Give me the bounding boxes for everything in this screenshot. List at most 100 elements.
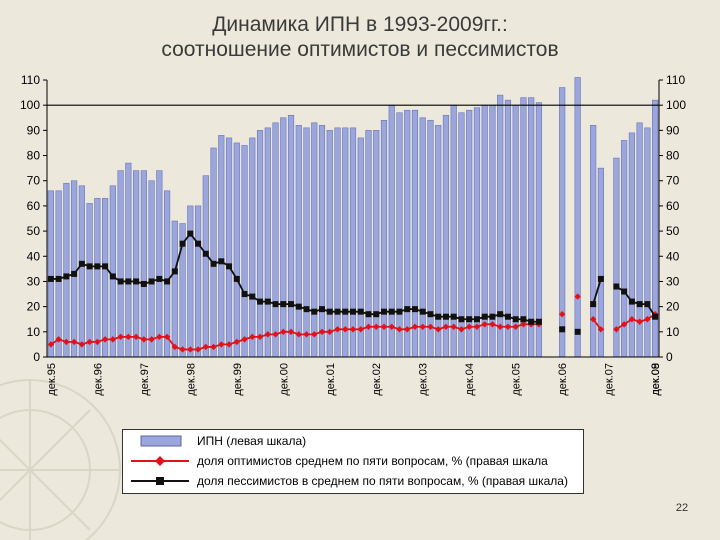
ipn-bar (47, 190, 54, 358)
optimists-point (311, 331, 318, 338)
pessimists-point (466, 316, 473, 323)
optimists-point (489, 321, 496, 328)
optimists-point (249, 333, 256, 341)
legend-label-ipn: ИПН (левая шкала) (197, 434, 307, 448)
ipn-bar (86, 203, 93, 358)
optimists-point (171, 343, 179, 351)
optimists-point (466, 323, 473, 330)
ipn-bar (311, 122, 318, 358)
ipn-bar (272, 122, 279, 358)
pessimists-point (334, 308, 341, 315)
pessimists-point (241, 291, 248, 298)
pessimists-point (226, 263, 233, 270)
legend-black-line-swatch (131, 477, 189, 485)
x-tick-label: дек.95 (46, 363, 58, 396)
ipn-bar (249, 137, 256, 358)
pessimists-point (102, 263, 109, 270)
ipn-bar (94, 198, 101, 358)
pessimists-point (574, 328, 581, 335)
pessimists-point (94, 263, 101, 270)
optimists-point (264, 331, 271, 338)
x-tick-label: дек.03 (418, 363, 430, 396)
legend-item-optimists: доля оптимистов среднем по пяти вопросам… (123, 452, 583, 470)
x-tick-label: дек.06 (557, 363, 569, 396)
x-tick-label: дек.07 (604, 363, 616, 396)
ipn-bar (435, 125, 442, 358)
x-tick-label: дек.00 (278, 363, 290, 396)
ipn-bar (241, 145, 248, 358)
optimists-point (272, 331, 279, 338)
left-tick-label: 60 (27, 199, 41, 213)
pessimists-point (458, 316, 465, 323)
ipn-bar (528, 97, 535, 358)
optimists-point (396, 326, 403, 333)
pessimists-point (613, 283, 620, 290)
ipn-bar (71, 180, 78, 358)
right-tick-label: 10 (666, 325, 680, 339)
right-tick-label: 80 (666, 149, 680, 163)
pessimists-point (280, 301, 287, 308)
right-tick-label: 90 (666, 123, 680, 137)
pessimists-point (295, 303, 302, 310)
optimists-point (504, 323, 512, 330)
pessimists-point (210, 260, 217, 267)
optimists-point (318, 328, 326, 336)
ipn-bar (125, 162, 132, 358)
optimists-point (233, 338, 240, 346)
pessimists-point (164, 278, 171, 285)
ipn-bar (156, 170, 163, 358)
optimists-point (473, 323, 481, 330)
optimists-point (63, 338, 70, 346)
pessimists-line (592, 278, 602, 305)
right-tick-label: 70 (666, 174, 680, 188)
pessimists-point (652, 313, 659, 320)
optimists-point (628, 316, 636, 323)
optimists-point (373, 323, 380, 330)
pessimists-point (202, 250, 209, 257)
line-series (47, 230, 659, 353)
pessimists-point (590, 301, 597, 308)
left-tick-label: 100 (20, 98, 40, 112)
pessimists-point (357, 308, 364, 315)
ipn-bar (644, 127, 651, 358)
pessimists-point (171, 268, 178, 275)
ipn-bar (287, 114, 295, 358)
left-tick-label: 110 (21, 73, 40, 87)
optimists-point (597, 326, 605, 333)
pessimists-point (187, 230, 194, 237)
optimists-point (349, 326, 357, 333)
x-tick-label: дек.09 (650, 363, 662, 396)
optimists-point (202, 343, 210, 351)
ipn-bar (109, 185, 116, 358)
ipn-bar (102, 198, 109, 358)
optimists-point (117, 333, 124, 341)
x-tick-label: дек.02 (371, 363, 383, 396)
optimists-point (435, 326, 442, 333)
optimists-point (427, 323, 434, 330)
pessimists-point (63, 273, 70, 280)
ipn-bar (133, 170, 140, 358)
pessimists-point (179, 240, 186, 247)
optimists-point (86, 338, 93, 346)
ipn-bar (163, 190, 171, 358)
optimists-point (644, 316, 651, 323)
ipn-bar (442, 114, 450, 358)
pessimists-point (86, 263, 93, 270)
left-tick-label: 90 (27, 123, 41, 137)
pessimists-point (55, 275, 62, 282)
optimists-point (357, 326, 364, 333)
ipn-bar (427, 119, 434, 358)
optimists-point (132, 333, 140, 341)
ipn-bar (574, 77, 581, 358)
pessimists-point (373, 311, 380, 318)
left-tick-label: 0 (33, 350, 40, 364)
right-tick-label: 50 (666, 224, 680, 238)
pessimists-point (125, 278, 132, 285)
ipn-bar (411, 109, 419, 358)
pessimists-point (365, 311, 372, 318)
pessimists-point (504, 313, 511, 320)
optimists-point (70, 338, 78, 346)
pessimists-point (520, 316, 527, 323)
optimists-point (187, 346, 194, 353)
